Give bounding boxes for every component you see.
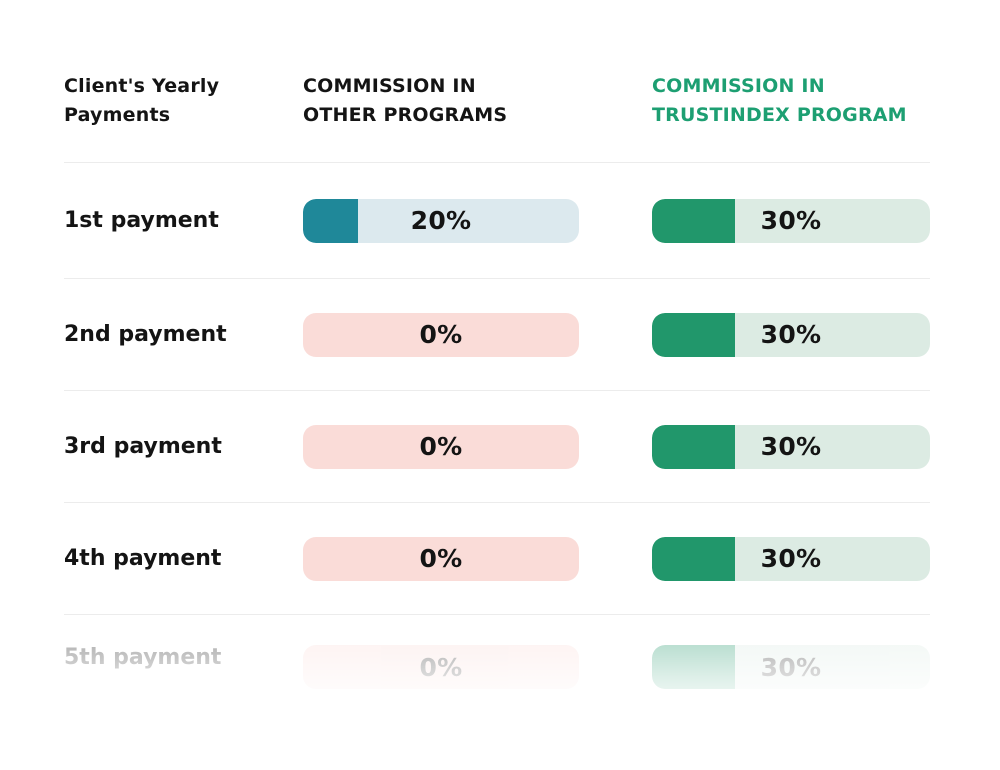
bar-value-label: 0% [419,544,463,573]
bar-value-label: 0% [419,652,463,682]
bar-fill [652,312,736,357]
trustindex-program-bar: 30% [652,645,930,689]
bar-fill [652,536,736,581]
column-header-payments: Client's Yearly Payments [64,72,303,130]
row-label: 3rd payment [64,434,222,459]
trustindex-program-bar: 30% [652,198,930,243]
other-program-bar: 0% [303,536,579,581]
trustindex-program-bar: 30% [652,312,930,357]
header-text-line: Client's Yearly [64,75,220,97]
table-row-3rd-payment: 3rd payment 0% 30% [64,390,930,502]
table-row-1st-payment: 1st payment 20% 30% [64,162,930,278]
bar-value-label: 0% [419,432,463,461]
header-text-line: COMMISSION IN [303,75,476,97]
other-program-bar: 0% [303,645,579,689]
row-label: 1st payment [64,208,219,233]
row-label: 4th payment [64,546,222,571]
table-row-2nd-payment: 2nd payment 0% 30% [64,278,930,390]
other-program-bar: 0% [303,424,579,469]
bar-value-label: 30% [760,432,822,461]
bar-fill [303,198,359,243]
row-label: 5th payment [64,645,222,670]
header-text-line: Payments [64,104,171,126]
row-label: 2nd payment [64,322,227,347]
header-text-line: OTHER PROGRAMS [303,104,508,126]
trustindex-program-bar: 30% [652,424,930,469]
table-row-5th-payment-faded: 5th payment 0% 30% [54,614,940,770]
bar-value-label: 30% [760,652,822,682]
bar-value-label: 30% [760,544,822,573]
column-header-trustindex-program: COMMISSION IN TRUSTINDEX PROGRAM [652,72,930,130]
other-program-bar: 0% [303,312,579,357]
trustindex-program-bar: 30% [652,536,930,581]
header-text-line: COMMISSION IN [652,75,825,97]
table-row-4th-payment: 4th payment 0% 30% [64,502,930,614]
bar-fill [652,645,736,689]
column-header-other-programs: COMMISSION IN OTHER PROGRAMS [303,72,579,130]
bar-value-label: 30% [760,320,822,349]
other-program-bar: 20% [303,198,579,243]
commission-table: Client's Yearly Payments COMMISSION IN O… [54,0,940,770]
table-header-row: Client's Yearly Payments COMMISSION IN O… [64,0,930,162]
header-text-line: TRUSTINDEX PROGRAM [652,104,907,126]
bar-value-label: 30% [760,206,822,235]
bar-value-label: 20% [410,206,472,235]
fade-out-gradient [54,615,940,770]
bar-value-label: 0% [419,320,463,349]
bar-fill [652,424,736,469]
bar-fill [652,198,736,243]
